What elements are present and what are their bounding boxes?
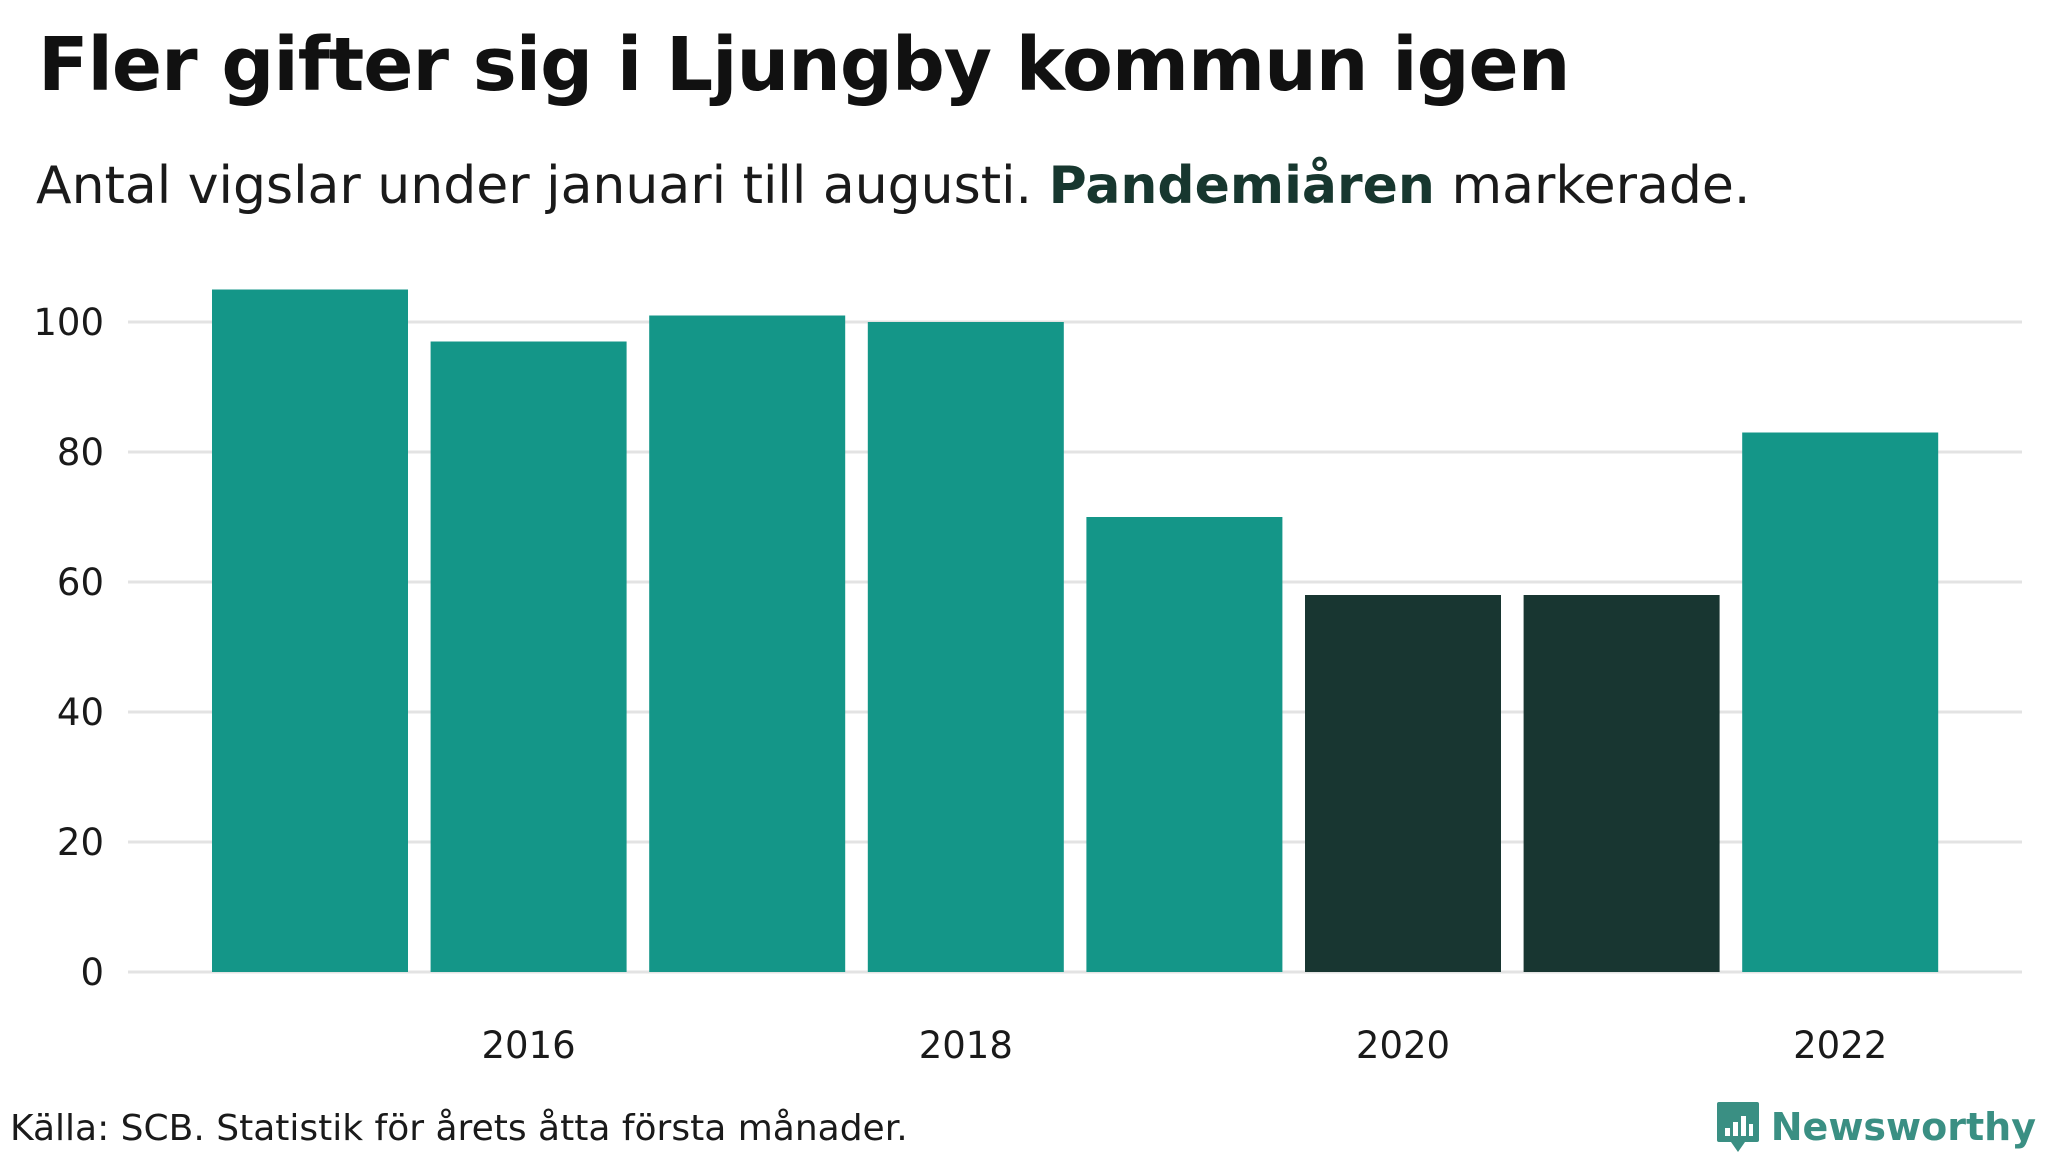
bar-2022 [1742,432,1939,972]
bar-2016 [430,341,627,972]
x-tick-label: 2016 [482,1024,576,1067]
brand-name: Newsworthy [1770,1105,2036,1149]
bar-2019 [1086,517,1283,972]
chart-subtitle: Antal vigslar under januari till augusti… [36,156,1750,216]
x-tick-label: 2018 [919,1024,1013,1067]
y-tick-label: 80 [57,431,104,474]
chart-bubble-icon [1716,1102,1759,1152]
subtitle-text-end: markerade. [1434,156,1751,216]
subtitle-highlight: Pandemiåren [1048,156,1435,216]
x-axis-ticks: 2016 2018 2020 2022 [482,1024,1888,1067]
y-tick-label: 20 [57,821,104,864]
bar-2020 [1305,595,1501,972]
y-axis-ticks: 0 20 40 60 80 100 [33,301,104,994]
y-tick-label: 60 [57,561,104,604]
y-tick-label: 40 [57,691,104,734]
bar-chart: 0 20 40 60 80 100 2016 2018 2020 2022 [33,289,2022,1067]
x-tick-label: 2022 [1793,1024,1887,1067]
bar-2017 [649,315,846,972]
y-tick-label: 100 [33,301,104,344]
y-tick-label: 0 [80,951,104,994]
subtitle-text: Antal vigslar under januari till augusti… [36,156,1049,216]
bar-2018 [867,322,1064,972]
gridlines [128,320,2022,974]
newsworthy-logo: Newsworthy [1715,1100,2036,1154]
source-note: Källa: SCB. Statistik för årets åtta för… [10,1108,908,1149]
bar-2015 [212,289,408,972]
x-tick-label: 2020 [1356,1024,1450,1067]
bar-2021 [1523,595,1720,972]
chart-title: Fler gifter sig i Ljungby kommun igen [38,22,1570,108]
bars [212,289,1939,972]
